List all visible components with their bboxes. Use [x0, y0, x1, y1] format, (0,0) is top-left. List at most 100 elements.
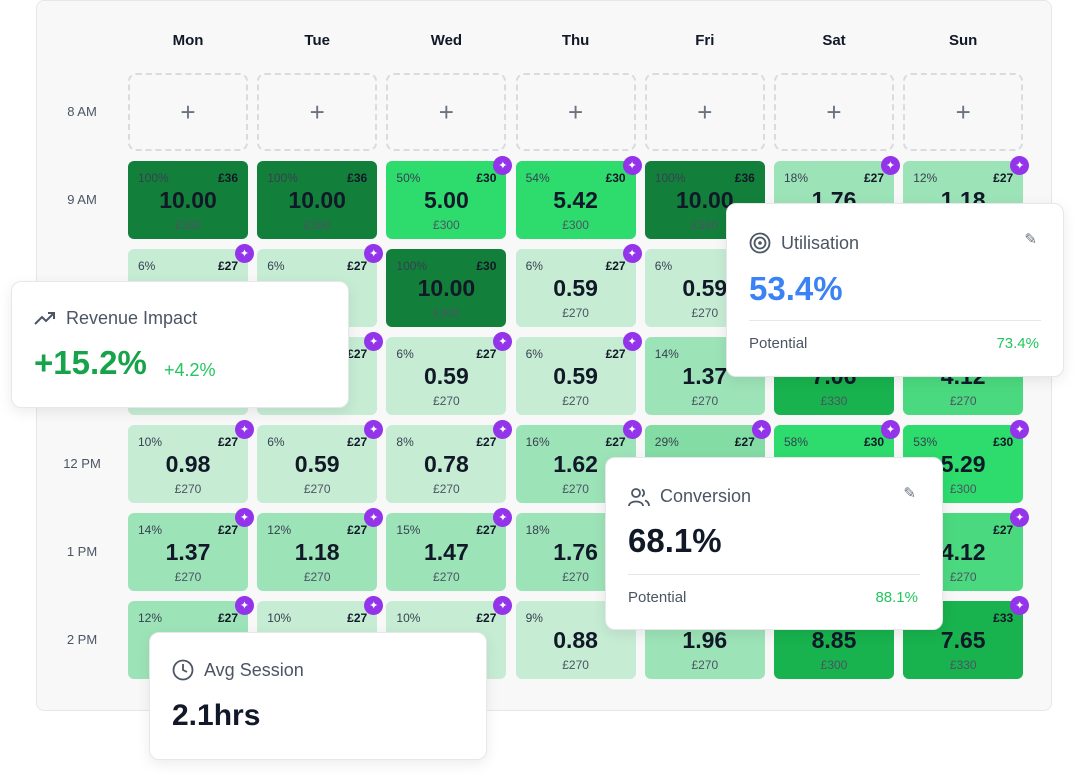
slot-cell[interactable]: 6% £27 0.59 £270 ✦: [386, 332, 513, 415]
slot-cell[interactable]: 50% £30 5.00 £300 ✦: [386, 156, 513, 239]
sparkle-icon[interactable]: ✦: [235, 244, 254, 263]
sparkle-icon[interactable]: ✦: [622, 420, 642, 439]
add-slot-button[interactable]: +: [257, 73, 378, 151]
sparkle-icon[interactable]: ✦: [493, 420, 513, 439]
slot-cell[interactable]: 54% £30 5.42 £300 ✦: [515, 156, 642, 239]
slot-total: £300: [820, 658, 848, 672]
slot-price: £27: [347, 435, 368, 449]
slot-cell[interactable]: 6% £27 0.59 £270 ✦: [257, 420, 384, 503]
add-slot-button[interactable]: +: [128, 73, 248, 151]
slot-cell[interactable]: 6% £27 0.59 £270 ✦: [515, 244, 642, 327]
sparkle-icon[interactable]: ✦: [881, 156, 900, 175]
sparkle-icon[interactable]: ✦: [622, 156, 642, 175]
slot-value: 1.37: [165, 539, 211, 565]
slot-total: £270: [433, 394, 460, 408]
slot-total: £270: [691, 306, 719, 320]
slot-cell[interactable]: 12% £27 1.18 £270 ✦: [257, 508, 384, 591]
hour-label: 2 PM: [66, 632, 98, 647]
potential-value: 73.4%: [996, 335, 1039, 352]
edit-icon[interactable]: ✎: [1024, 231, 1037, 248]
slot-total: £360: [303, 218, 331, 232]
slot-value: 1.76: [553, 539, 598, 565]
slot-cell[interactable]: 100% £36 10.00 £360: [128, 161, 248, 239]
sparkle-icon[interactable]: ✦: [364, 332, 384, 351]
slot-value: 10.00: [417, 275, 476, 301]
slot-cell[interactable]: 100% £30 10.00 £300: [386, 249, 507, 327]
sparkle-icon[interactable]: ✦: [1010, 156, 1030, 175]
slot-percent: 100%: [138, 171, 169, 185]
slot-percent: 14%: [138, 523, 163, 537]
slot-percent: 12%: [913, 171, 938, 185]
slot-total: £270: [433, 482, 460, 496]
divider: [749, 320, 1041, 321]
sparkle-icon[interactable]: ✦: [1010, 420, 1030, 439]
divider: [628, 574, 920, 575]
add-slot-button[interactable]: +: [515, 73, 636, 151]
slot-cell[interactable]: 8% £27 0.78 £270 ✦: [386, 420, 513, 503]
slot-percent: 53%: [913, 435, 938, 449]
sparkle-icon[interactable]: ✦: [1010, 596, 1030, 615]
sparkle-icon[interactable]: ✦: [622, 332, 642, 351]
slot-percent: 14%: [654, 347, 679, 361]
sparkle-icon[interactable]: ✦: [493, 332, 513, 351]
slot-price: £30: [863, 435, 884, 449]
slot-total: £270: [433, 570, 460, 584]
sparkle-icon[interactable]: ✦: [235, 508, 254, 527]
hour-label: 8 AM: [67, 104, 97, 119]
slot-price: £36: [217, 171, 238, 185]
sparkle-icon[interactable]: ✦: [493, 156, 513, 175]
sparkle-icon[interactable]: ✦: [493, 508, 513, 527]
revenue-value: +15.2%: [34, 344, 147, 381]
sparkle-icon[interactable]: ✦: [364, 596, 384, 615]
sparkle-icon[interactable]: ✦: [235, 596, 254, 615]
sparkle-icon[interactable]: ✦: [1010, 508, 1030, 527]
slot-value: 1.62: [553, 451, 598, 477]
slot-percent: 6%: [525, 347, 543, 361]
sparkle-icon[interactable]: ✦: [364, 244, 384, 263]
day-header: Thu: [561, 32, 590, 49]
slot-cell[interactable]: £33 7.65 £330 ✦: [903, 596, 1030, 679]
sparkle-icon[interactable]: ✦: [751, 420, 771, 439]
slot-cell[interactable]: 14% £27 1.37 £270 ✦: [128, 508, 254, 591]
slot-price: £36: [734, 171, 755, 185]
day-header: Sat: [822, 32, 846, 49]
slot-percent: 15%: [396, 523, 421, 537]
slot-price: £27: [476, 611, 497, 625]
sparkle-icon[interactable]: ✦: [364, 508, 384, 527]
slot-price: £30: [476, 171, 497, 185]
slot-total: £270: [303, 570, 331, 584]
slot-cell[interactable]: 100% £36 10.00 £360: [257, 161, 378, 239]
add-slot-button[interactable]: +: [903, 73, 1024, 151]
sparkle-icon[interactable]: ✦: [493, 596, 513, 615]
slot-price: £30: [993, 435, 1014, 449]
slot-value: 4.12: [940, 539, 986, 565]
slot-price: £27: [347, 259, 368, 273]
sparkle-icon[interactable]: ✦: [364, 420, 384, 439]
slot-percent: 18%: [784, 171, 809, 185]
add-slot-button[interactable]: +: [386, 73, 507, 151]
add-slot-button[interactable]: +: [644, 73, 765, 151]
potential-label: Potential: [628, 589, 687, 606]
slot-percent: 10%: [267, 611, 292, 625]
slot-percent: 50%: [396, 171, 421, 185]
revenue-impact-card: Revenue Impact +15.2% +4.2%: [11, 281, 349, 408]
utilisation-card: Utilisation ✎ 53.4% Potential 73.4%: [726, 203, 1064, 377]
add-slot-button[interactable]: +: [774, 73, 894, 151]
slot-value: 7.65: [940, 627, 986, 653]
sparkle-icon[interactable]: ✦: [881, 420, 900, 439]
slot-total: £270: [562, 394, 589, 408]
sparkle-icon[interactable]: ✦: [622, 244, 642, 263]
slot-price: £30: [476, 259, 497, 273]
slot-percent: 100%: [654, 171, 686, 185]
sparkle-icon[interactable]: ✦: [235, 420, 254, 439]
slot-value: 0.59: [294, 451, 340, 477]
slot-value: 0.78: [424, 451, 469, 477]
slot-cell[interactable]: 10% £27 0.98 £270 ✦: [128, 420, 254, 503]
slot-total: £270: [691, 394, 719, 408]
edit-icon[interactable]: ✎: [903, 485, 916, 502]
slot-cell[interactable]: 6% £27 0.59 £270 ✦: [515, 332, 642, 415]
slot-total: £270: [174, 570, 202, 584]
card-title: Conversion: [660, 486, 752, 506]
slot-cell[interactable]: 15% £27 1.47 £270 ✦: [386, 508, 513, 591]
slot-value: 5.00: [424, 187, 469, 213]
